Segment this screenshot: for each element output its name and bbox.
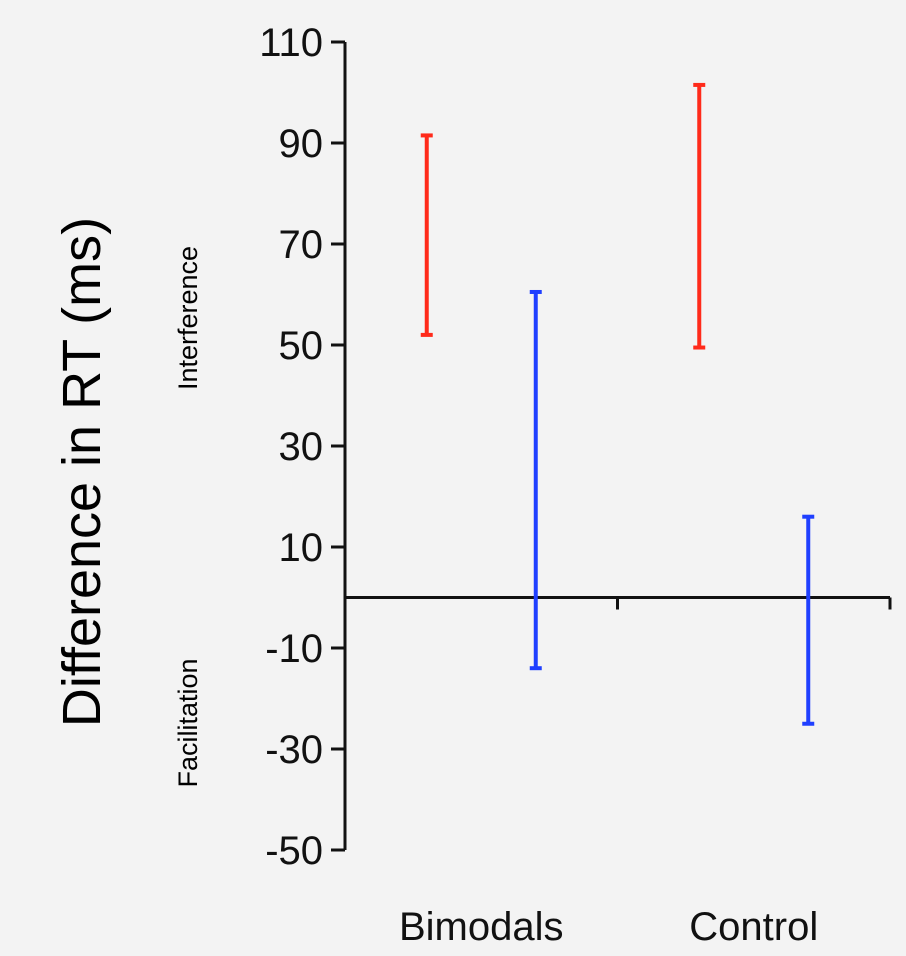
error-bars (420, 82, 815, 726)
error-bar-s1-c0 (529, 289, 542, 671)
y-tick-label-3: 50 (279, 324, 324, 368)
error-bar-s1-c1 (802, 514, 815, 726)
y-tick-label-0: 110 (259, 21, 323, 65)
x-axis: Bimodals Control (345, 596, 892, 949)
category-label-0: Bimodals (399, 905, 564, 949)
y-tick-label-2: 70 (279, 223, 324, 267)
y-axis-title: Difference in RT (ms) (52, 217, 112, 727)
error-bar-s0-c0 (420, 133, 433, 337)
y-axis: 110 90 70 50 30 10 -10 -30 -50 (259, 21, 347, 873)
y-tick-label-4: 30 (279, 425, 324, 469)
y-tick-label-6: -10 (265, 627, 323, 671)
error-bar-s0-c1 (693, 82, 706, 350)
category-label-1: Control (689, 905, 818, 949)
facilitation-label: Facilitation (173, 658, 203, 787)
y-tick-label-8: -50 (265, 829, 323, 873)
interference-label: Interference (173, 246, 203, 390)
y-tick-label-7: -30 (265, 728, 323, 772)
y-tick-label-5: 10 (279, 526, 324, 570)
y-tick-label-1: 90 (279, 122, 324, 166)
